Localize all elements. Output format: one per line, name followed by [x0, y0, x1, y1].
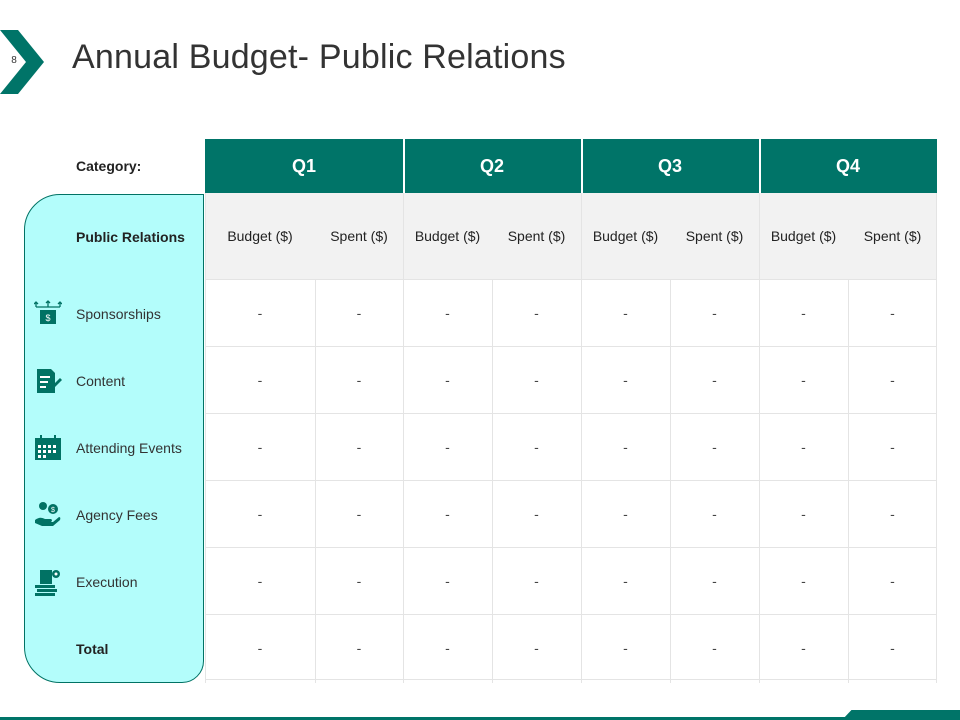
grid-line — [581, 193, 582, 683]
table-cell: - — [890, 639, 895, 656]
table-cell: - — [712, 505, 717, 522]
table-cell: - — [623, 304, 628, 321]
sub-header-budget: Budget ($) — [770, 228, 837, 244]
grid-border — [936, 193, 937, 683]
category-label: Category: — [76, 158, 142, 174]
grid-line — [315, 279, 316, 683]
table-cell: - — [534, 505, 539, 522]
grid-border — [205, 193, 206, 683]
money-stack-icon — [35, 570, 60, 596]
table-cell: - — [534, 304, 539, 321]
footer-tab — [842, 710, 960, 720]
quarter-header-q4: Q4 — [759, 139, 937, 193]
table-cell: - — [534, 438, 539, 455]
grid-line — [205, 480, 937, 481]
svg-text:$: $ — [45, 313, 50, 323]
table-cell: - — [356, 639, 362, 656]
row-label-total: Total — [76, 641, 109, 657]
table-cell: - — [712, 438, 717, 455]
grid-line — [492, 279, 493, 683]
page-number: 8 — [11, 55, 17, 66]
table-cell: - — [356, 304, 362, 321]
table-cell: - — [890, 304, 895, 321]
table-cell: - — [534, 371, 539, 388]
grid-line — [848, 279, 849, 683]
document-edit-icon — [37, 369, 62, 393]
row-label-content: Content — [76, 373, 126, 389]
row-label-sponsorships: Sponsorships — [76, 306, 161, 322]
table-cell: - — [890, 371, 895, 388]
table-cell: - — [445, 371, 450, 388]
table-cell: - — [623, 639, 628, 656]
table-cell: - — [890, 572, 895, 589]
row-label-agency-fees: Agency Fees — [76, 507, 158, 523]
table-cell: - — [712, 572, 717, 589]
grid-line — [403, 193, 404, 683]
table-cell: - — [801, 639, 806, 656]
table-cell: - — [623, 572, 628, 589]
table-cell: - — [623, 371, 628, 388]
table-cell: - — [890, 505, 895, 522]
grid-line — [759, 193, 760, 683]
table-cell: - — [712, 639, 717, 656]
sub-header-spent: Spent ($) — [507, 228, 566, 244]
sub-header-spent: Spent ($) — [330, 228, 388, 244]
table-cell: - — [890, 438, 895, 455]
page-title: Annual Budget- Public Relations — [72, 38, 566, 76]
footer-bar — [0, 717, 960, 720]
table-cell: - — [712, 371, 717, 388]
table-cell: - — [257, 505, 263, 522]
table-cell: - — [257, 304, 263, 321]
quarter-header-q2: Q2 — [403, 139, 581, 193]
table-cell: - — [356, 438, 362, 455]
table-cell: - — [445, 438, 450, 455]
table-cell: - — [801, 505, 806, 522]
table-cell: - — [257, 639, 263, 656]
quarter-header-q1: Q1 — [205, 139, 403, 193]
table-cell: - — [445, 304, 450, 321]
table-cell: - — [534, 572, 539, 589]
table-cell: - — [534, 639, 539, 656]
table-cell: - — [257, 371, 263, 388]
table-cell: - — [623, 438, 628, 455]
sub-header-budget: Budget ($) — [414, 228, 481, 244]
table-cell: - — [356, 371, 362, 388]
sub-header-budget: Budget ($) — [592, 228, 659, 244]
grid-line — [205, 346, 937, 347]
table-cell: - — [801, 371, 806, 388]
row-label-execution: Execution — [76, 574, 138, 590]
header-category-label: Public Relations — [76, 229, 185, 245]
table-cell: - — [445, 505, 450, 522]
grid-line — [205, 413, 937, 414]
hand-coins-icon: $ — [35, 502, 61, 526]
quarter-header-q3: Q3 — [581, 139, 759, 193]
grid-line — [205, 279, 937, 280]
table-cell: - — [801, 438, 806, 455]
table-cell: - — [445, 572, 450, 589]
svg-text:$: $ — [51, 507, 55, 514]
table-cell: - — [356, 572, 362, 589]
calendar-icon — [35, 435, 61, 460]
table-cell: - — [801, 572, 806, 589]
table-cell: - — [445, 639, 450, 656]
grid-line — [205, 679, 937, 680]
table-cell: - — [356, 505, 362, 522]
grid-line — [205, 614, 937, 615]
sub-header-row — [205, 193, 937, 279]
table-cell: - — [257, 438, 263, 455]
sub-header-spent: Spent ($) — [863, 228, 922, 244]
table-cell: - — [712, 304, 717, 321]
grid-line — [205, 547, 937, 548]
table-cell: - — [257, 572, 263, 589]
chevron-icon — [0, 30, 44, 94]
grid-line — [670, 279, 671, 683]
budget-table: Q1 Q2 Q3 Q4 Budget ($) Spent ($) Budget ($… — [205, 139, 937, 683]
sub-header-spent: Spent ($) — [685, 228, 744, 244]
money-transfer-icon: $ — [34, 300, 62, 324]
row-label-attending-events: Attending Events — [76, 440, 182, 456]
sub-header-budget: Budget ($) — [227, 228, 293, 244]
table-cell: - — [801, 304, 806, 321]
table-cell: - — [623, 505, 628, 522]
